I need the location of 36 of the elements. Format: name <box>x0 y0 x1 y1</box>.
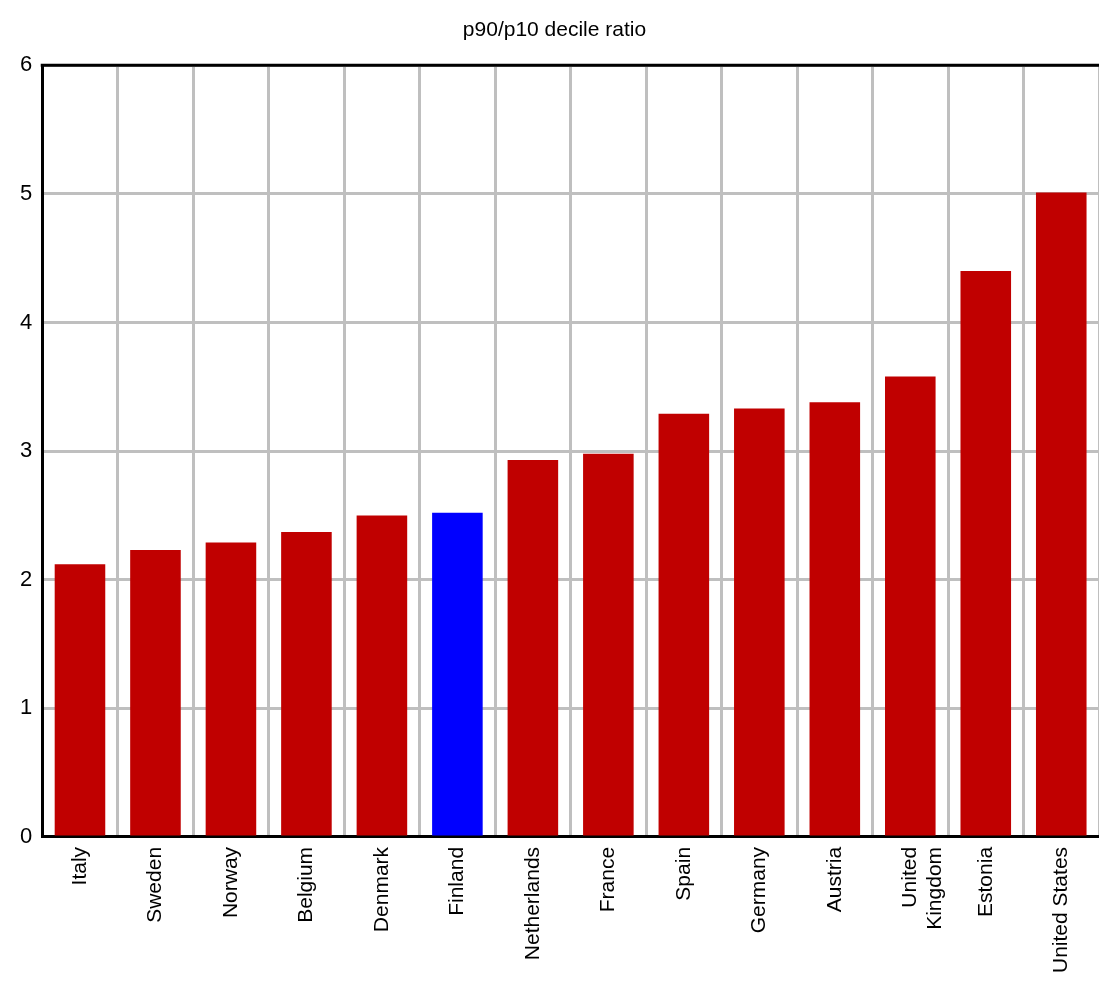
x-tick-label: Sweden <box>142 846 166 923</box>
x-tick-label: United Kingdom <box>897 846 946 930</box>
y-tick-label: 4 <box>19 308 33 334</box>
bar <box>1035 192 1087 836</box>
y-tick-label: 5 <box>19 179 33 205</box>
bar <box>54 564 106 836</box>
y-tick-label: 3 <box>19 437 33 463</box>
bar <box>281 532 332 836</box>
x-tick-label: Spain <box>670 846 694 901</box>
bar <box>507 460 559 836</box>
bar <box>885 376 936 836</box>
y-tick-label: 1 <box>19 694 33 720</box>
y-tick-label: 0 <box>19 822 33 848</box>
bar <box>960 270 1012 836</box>
chart-title: p90/p10 decile ratio <box>462 17 647 41</box>
x-tick-label: United States <box>1048 846 1072 974</box>
bar <box>205 542 257 836</box>
x-tick-label: Netherlands <box>519 846 543 961</box>
y-tick-label: 2 <box>19 565 33 591</box>
y-tick-label: 6 <box>19 51 33 77</box>
x-tick-label: Denmark <box>368 846 392 933</box>
bar <box>658 413 710 836</box>
bar <box>734 408 785 836</box>
x-tick-label: Norway <box>217 846 241 919</box>
x-tick-label: Germany <box>746 846 770 934</box>
bar <box>583 453 634 836</box>
x-tick-label: Austria <box>821 846 845 913</box>
bar <box>809 402 861 836</box>
bar <box>432 512 483 836</box>
x-tick-label: Estonia <box>972 846 996 917</box>
x-tick-label: France <box>595 846 619 913</box>
bar <box>130 550 181 836</box>
bar <box>356 515 408 836</box>
x-tick-label: Belgium <box>293 846 317 923</box>
x-tick-label: Finland <box>444 846 468 916</box>
x-tick-label: Italy <box>66 846 90 886</box>
